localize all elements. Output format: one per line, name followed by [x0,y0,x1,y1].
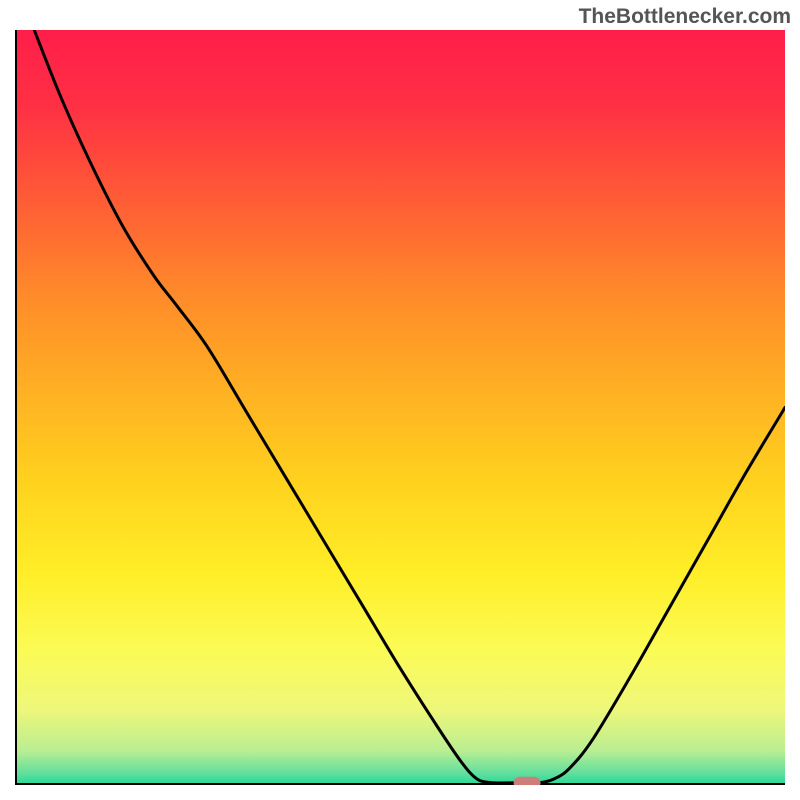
bottleneck-chart: TheBottlenecker.com [0,0,800,800]
watermark-text: TheBottlenecker.com [579,5,791,29]
curve-layer [15,30,785,785]
optimal-marker [514,777,541,785]
plot-area [15,30,785,785]
bottleneck-curve [34,30,785,783]
